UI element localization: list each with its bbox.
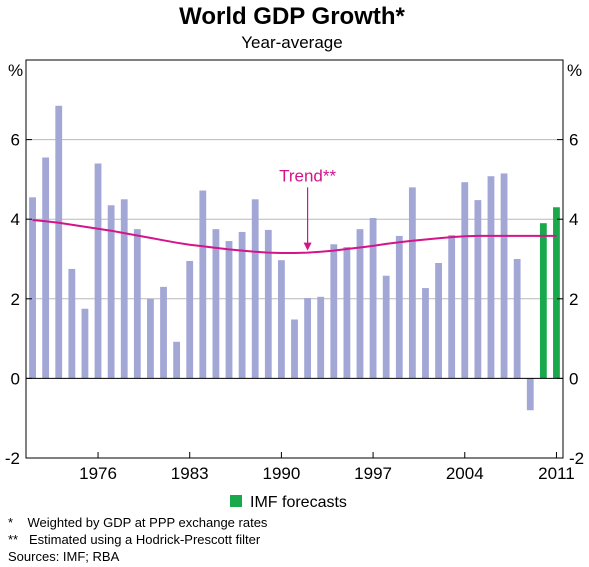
bar-1998 [382, 275, 390, 379]
x-tick-label: 1983 [171, 464, 209, 483]
footnote-1: * Weighted by GDP at PPP exchange rates [8, 515, 268, 530]
forecast-bar-2010 [539, 223, 547, 379]
bar-1983 [186, 260, 194, 379]
bar-1974 [68, 268, 76, 379]
bar-1994 [330, 244, 338, 379]
bar-1977 [107, 205, 115, 379]
bar-2007 [500, 173, 508, 379]
bar-1971 [29, 197, 36, 379]
y-tick-label-right: 2 [569, 290, 578, 309]
y-tick-label-left: 0 [11, 369, 20, 388]
x-tick-label: 1997 [354, 464, 392, 483]
x-tick-label: 1990 [262, 464, 300, 483]
bar-1978 [120, 199, 128, 379]
chart-title: World GDP Growth* [179, 3, 405, 30]
bar-1989 [264, 229, 272, 379]
bar-1981 [160, 286, 167, 379]
bar-1996 [356, 229, 364, 379]
bar-2003 [448, 235, 456, 379]
x-tick-label: 2004 [446, 464, 484, 483]
y-tick-label-left: 4 [11, 210, 20, 229]
y-tick-label-left: 2 [11, 290, 20, 309]
y-tick-label-right: 0 [569, 369, 578, 388]
bar-1976 [94, 163, 102, 379]
bar-1984 [199, 190, 207, 379]
bar-1992 [304, 298, 312, 379]
x-tick-label: 1976 [79, 464, 117, 483]
bar-2000 [408, 187, 416, 379]
bar-2002 [435, 262, 442, 379]
bars-group [29, 105, 560, 411]
bar-1993 [317, 296, 325, 379]
y-tick-label-left: -2 [5, 449, 20, 468]
trend-arrow-head [303, 242, 312, 251]
trend-label: Trend** [279, 166, 336, 185]
legend-label-imf-forecasts: IMF forecasts [250, 494, 347, 511]
bar-1997 [369, 218, 377, 379]
y-axis-ticks: -2 -2 0 0 2 2 4 4 6 6 [5, 131, 584, 468]
bar-2005 [474, 200, 482, 379]
bar-1973 [55, 105, 63, 379]
gridlines [26, 139, 563, 300]
bar-1985 [212, 229, 220, 379]
bar-1995 [343, 247, 351, 379]
bar-1982 [173, 341, 181, 379]
footnote-2: ** Estimated using a Hodrick-Prescott fi… [8, 532, 261, 547]
y-tick-label-right: -2 [569, 449, 584, 468]
x-tick-label: 2011 [538, 464, 575, 483]
footnotes: * Weighted by GDP at PPP exchange rates … [8, 515, 268, 564]
bar-1988 [251, 199, 259, 379]
trend-annotation: Trend** [279, 166, 336, 251]
bar-1980 [147, 298, 154, 379]
bar-2009 [526, 378, 534, 411]
y-tick-label-right: 4 [569, 210, 578, 229]
legend-swatch-imf-forecasts [230, 495, 242, 507]
bar-2006 [487, 176, 495, 379]
trend-group [32, 219, 557, 254]
bar-2004 [461, 182, 469, 379]
y-axis-unit-right: % [567, 61, 582, 80]
bar-2001 [422, 288, 429, 379]
bar-1972 [42, 157, 50, 379]
sources-note: Sources: IMF; RBA [8, 549, 120, 564]
legend: IMF forecasts [230, 494, 347, 511]
bar-2008 [513, 259, 521, 379]
chart-subtitle: Year-average [241, 33, 342, 52]
plot-frame [25, 59, 564, 459]
y-tick-label-right: 6 [569, 131, 578, 150]
bar-1987 [238, 231, 246, 379]
trend-line [32, 219, 557, 254]
bar-1999 [395, 235, 403, 379]
forecast-bar-2011 [553, 207, 560, 379]
y-tick-label-left: 6 [11, 131, 20, 150]
y-axis-unit-left: % [8, 61, 23, 80]
bar-1986 [225, 241, 233, 379]
bar-1979 [133, 229, 141, 379]
bar-1990 [277, 260, 285, 379]
bar-1991 [291, 319, 298, 379]
bar-1975 [81, 308, 89, 379]
x-axis-ticks: 1976 1983 1990 1997 2004 2011 [79, 452, 575, 483]
